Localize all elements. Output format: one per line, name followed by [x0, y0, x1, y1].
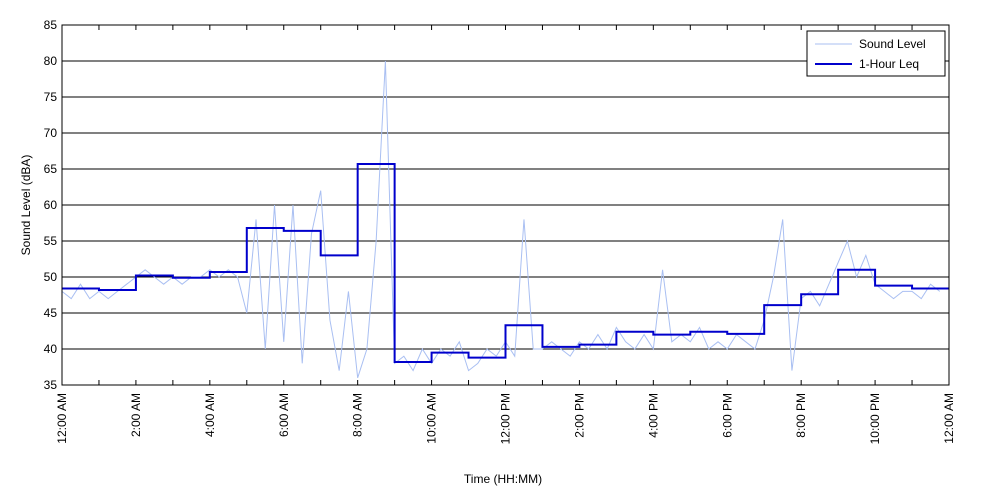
legend-label: Sound Level — [859, 37, 926, 51]
legend-label: 1-Hour Leq — [859, 57, 919, 71]
y-axis-label: Sound Level (dBA) — [19, 155, 33, 256]
y-tick-label: 55 — [44, 234, 58, 248]
y-tick-label: 85 — [44, 18, 58, 32]
x-tick-label: 12:00 AM — [55, 393, 69, 444]
sound-level-line — [62, 60, 941, 378]
y-tick-label: 60 — [44, 198, 58, 212]
y-tick-label: 35 — [44, 378, 58, 392]
x-tick-label: 12:00 AM — [942, 393, 956, 444]
y-tick-label: 75 — [44, 90, 58, 104]
leq-step-line — [62, 162, 949, 363]
x-tick-label: 6:00 PM — [720, 393, 734, 438]
y-tick-label: 65 — [44, 162, 58, 176]
x-tick-label: 2:00 AM — [129, 393, 143, 437]
x-tick-label: 10:00 AM — [425, 393, 439, 444]
y-tick-label: 80 — [44, 54, 58, 68]
x-tick-label: 4:00 AM — [203, 393, 217, 437]
x-tick-label: 10:00 PM — [868, 393, 882, 444]
x-tick-label: 4:00 PM — [646, 393, 660, 438]
y-tick-label: 70 — [44, 126, 58, 140]
plot-frame — [61, 24, 950, 386]
x-tick-label: 8:00 AM — [351, 393, 365, 437]
x-tick-label: 2:00 PM — [572, 393, 586, 438]
x-tick-label: 6:00 AM — [277, 393, 291, 437]
y-tick-label: 40 — [44, 342, 58, 356]
x-tick-label: 8:00 PM — [794, 393, 808, 438]
y-tick-label: 50 — [44, 270, 58, 284]
y-tick-label: 45 — [44, 306, 58, 320]
x-tick-label: 12:00 PM — [499, 393, 513, 444]
legend-box — [806, 30, 946, 77]
x-axis-label: Time (HH:MM) — [464, 472, 542, 486]
